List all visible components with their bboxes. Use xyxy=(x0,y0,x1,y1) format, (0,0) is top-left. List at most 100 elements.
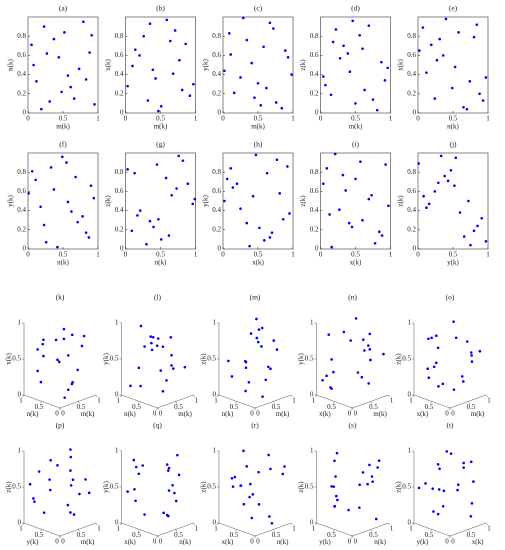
z-tick-label: 1 xyxy=(310,447,314,455)
point xyxy=(274,101,278,104)
point xyxy=(167,489,171,492)
x-axis-label: n(k) xyxy=(57,259,69,267)
point xyxy=(347,508,350,512)
x-tick xyxy=(175,529,178,532)
point xyxy=(368,463,371,467)
y-tick xyxy=(235,529,238,532)
point xyxy=(452,388,456,391)
point xyxy=(366,482,369,486)
y-tick xyxy=(350,535,353,539)
x-tick-label: 0 xyxy=(319,115,323,123)
point xyxy=(387,204,390,208)
point xyxy=(426,367,429,371)
point xyxy=(254,153,258,157)
point xyxy=(348,70,352,74)
point xyxy=(250,516,254,520)
point xyxy=(268,236,272,239)
axes-frame xyxy=(125,152,196,250)
x-tick-label: 0.5 xyxy=(351,115,360,123)
point xyxy=(138,54,141,57)
point xyxy=(431,487,435,490)
panel-title: (n) xyxy=(348,293,357,302)
x-tick xyxy=(95,394,98,398)
y-tick-label: 0.6 xyxy=(212,51,221,59)
point xyxy=(437,488,441,491)
point xyxy=(49,166,53,169)
point xyxy=(354,177,357,181)
point xyxy=(66,200,70,204)
point xyxy=(66,354,70,357)
z-axis-label: z(k) xyxy=(200,481,208,493)
point xyxy=(87,236,91,239)
point xyxy=(367,197,371,201)
point xyxy=(334,28,338,31)
z-tick-label: 0 xyxy=(18,519,22,527)
axes-frame xyxy=(27,152,99,250)
x-axis-label: m(k) xyxy=(81,538,95,546)
y-tick-label: 1 xyxy=(409,525,413,533)
y-axis-label: n(k) xyxy=(222,410,234,418)
x-tick-label: 1 xyxy=(96,251,100,259)
point xyxy=(347,221,351,225)
point xyxy=(244,389,247,393)
point xyxy=(167,514,170,518)
z-tick-label: 0 xyxy=(213,519,217,527)
x-tick-label: 1 xyxy=(96,115,100,123)
y-tick-label: 0.8 xyxy=(310,168,319,176)
panel-title: (h) xyxy=(254,140,263,149)
x-tick xyxy=(95,522,98,526)
x-tick-label: 0.5 xyxy=(59,115,68,123)
z-axis-label: z(k) xyxy=(297,481,305,493)
point xyxy=(331,40,335,44)
point xyxy=(451,86,454,90)
point xyxy=(132,458,136,462)
point xyxy=(454,156,458,160)
y-tick-label: 1 xyxy=(117,525,121,533)
x-tick-label: 0.5 xyxy=(369,531,378,539)
point xyxy=(167,234,171,237)
x-tick-label: 0 xyxy=(451,538,455,546)
x-tick-label: 0.5 xyxy=(156,115,165,123)
point xyxy=(255,336,259,340)
y-tick xyxy=(58,407,61,411)
point xyxy=(375,108,379,112)
x-axis-label: m(k) xyxy=(154,123,168,131)
point xyxy=(156,337,160,340)
point xyxy=(151,68,155,72)
x-tick-label: 0 xyxy=(319,251,323,259)
x-tick-label: 0.5 xyxy=(254,115,263,123)
point xyxy=(432,510,435,513)
point xyxy=(376,466,380,469)
point xyxy=(367,24,371,27)
x-tick-label: 1 xyxy=(195,525,199,533)
point xyxy=(239,484,242,487)
y-tick-label: 0.6 xyxy=(407,51,416,59)
point xyxy=(330,358,333,361)
y-tick xyxy=(22,522,25,526)
point xyxy=(181,159,185,162)
point xyxy=(346,52,350,55)
point xyxy=(256,340,260,344)
point xyxy=(265,171,269,175)
y-tick-label: 1 xyxy=(117,397,121,405)
y-tick-label: 0.5 xyxy=(35,531,44,539)
x-tick xyxy=(59,407,62,411)
y-tick-label: 0.2 xyxy=(212,225,221,233)
point xyxy=(441,382,445,386)
point xyxy=(157,109,160,113)
point xyxy=(437,181,440,185)
point xyxy=(57,56,61,59)
y-tick-label: 0.5 xyxy=(230,531,239,539)
y-tick-label: 0 xyxy=(120,245,124,253)
point xyxy=(453,65,457,69)
point xyxy=(48,488,52,492)
point xyxy=(239,76,242,79)
point xyxy=(72,97,76,100)
x-tick-label: 0 xyxy=(416,115,420,123)
panel-title: (s) xyxy=(349,421,357,430)
point xyxy=(42,338,45,342)
point xyxy=(332,485,336,488)
point xyxy=(159,104,163,108)
x-tick-label: 1 xyxy=(487,397,491,405)
point xyxy=(251,194,255,198)
